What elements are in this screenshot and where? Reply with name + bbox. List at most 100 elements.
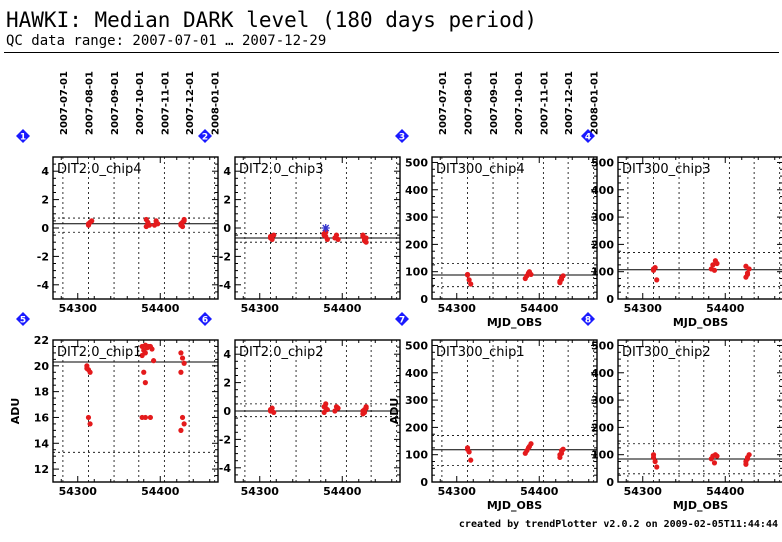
y-tick-label: 500 xyxy=(591,156,614,169)
plot-frame xyxy=(52,339,219,483)
y-tick-label: 100 xyxy=(405,266,428,279)
data-points xyxy=(85,216,187,230)
y-tick-label: 14 xyxy=(34,437,50,450)
date-tick-label: 2007-08-01 xyxy=(463,71,474,135)
y-tick-label: 400 xyxy=(591,184,614,197)
y-tick-label: 300 xyxy=(405,394,428,407)
data-point xyxy=(179,223,186,230)
y-tick-label: 500 xyxy=(405,156,428,169)
date-tick-label: 2007-12-01 xyxy=(185,71,196,135)
x-tick-label: 54400 xyxy=(520,302,559,315)
y-tick-label: 4 xyxy=(223,348,231,361)
y-tick-label: 16 xyxy=(34,411,50,424)
y-tick-label: -4 xyxy=(219,279,232,292)
x-axis-label: MJD_OBS xyxy=(487,316,542,329)
chart-panel-2: -4 -2 0 2 4 54300 54400 DIT2.0_chip3 2 xyxy=(198,129,401,315)
footer-credit: created by trendPlotter v2.0.2 on 2009-0… xyxy=(458,519,778,530)
data-point xyxy=(711,267,718,273)
data-point xyxy=(321,409,327,416)
x-tick-label: 54300 xyxy=(241,485,280,498)
x-tick-label: 54400 xyxy=(520,485,559,498)
x-axis-label: MJD_OBS xyxy=(487,499,542,512)
y-tick-label: -4 xyxy=(37,279,50,292)
data-point xyxy=(360,232,366,238)
data-point xyxy=(654,277,660,283)
data-point xyxy=(464,445,471,451)
y-tick-label: 18 xyxy=(34,386,49,399)
plot-frame xyxy=(234,156,401,300)
panel-title: DIT2.0_chip3 xyxy=(239,162,323,177)
data-point xyxy=(557,452,563,458)
data-point xyxy=(558,275,565,281)
date-tick-label: 2007-12-01 xyxy=(564,71,575,135)
data-point xyxy=(145,221,151,227)
data-point xyxy=(181,421,187,427)
date-tick-label: 2007-09-01 xyxy=(110,71,121,135)
data-points xyxy=(267,401,369,417)
date-tick-label: 2007-07-01 xyxy=(438,71,449,135)
y-tick-label: 2 xyxy=(223,194,231,207)
y-tick-label: 0 xyxy=(420,476,428,489)
data-point xyxy=(558,447,565,454)
y-tick-label: 0 xyxy=(606,476,614,489)
data-point xyxy=(323,229,329,235)
data-points xyxy=(650,452,752,470)
data-point xyxy=(178,427,184,433)
y-tick-label: 4 xyxy=(41,165,49,178)
y-tick-label: 200 xyxy=(405,421,428,434)
y-axis-label: ADU xyxy=(388,398,401,425)
outlier-marker xyxy=(321,224,330,232)
data-point xyxy=(178,369,184,375)
data-point xyxy=(87,421,93,427)
data-point xyxy=(85,414,92,421)
x-axis-label: MJD_OBS xyxy=(673,499,728,512)
data-point xyxy=(142,414,149,421)
data-point xyxy=(323,401,329,407)
y-tick-label: 400 xyxy=(591,367,614,380)
y-tick-label: 22 xyxy=(34,334,49,347)
y-tick-label: 200 xyxy=(591,238,614,251)
x-tick-label: 54400 xyxy=(706,302,745,315)
data-point xyxy=(650,266,657,272)
x-tick-label: 54400 xyxy=(706,485,745,498)
y-tick-label: 0 xyxy=(223,405,231,418)
y-tick-label: -2 xyxy=(219,250,231,263)
panel-number: 1 xyxy=(20,133,26,143)
date-tick-label: 2007-08-01 xyxy=(84,71,95,135)
data-point xyxy=(139,352,145,359)
y-tick-label: -2 xyxy=(219,433,231,446)
data-point xyxy=(181,360,187,366)
page-title: HAWKI: Median DARK level (180 days perio… xyxy=(6,8,538,32)
date-tick-label: 2008-01-01 xyxy=(590,71,601,135)
chart-panel-6: -4 -2 0 2 4 54300 54400 DIT2.0_chip2 6 xyxy=(198,312,401,498)
panel-badge-icon xyxy=(198,129,212,143)
date-tick-label: 2008-01-01 xyxy=(211,71,222,135)
chart-panel-4: 0 100 200 300 400 500 54300 54400 DIT300_chip3 MJ… xyxy=(581,129,782,329)
data-point xyxy=(267,235,274,241)
data-point xyxy=(468,457,474,463)
data-point xyxy=(141,369,147,375)
data-point xyxy=(335,405,341,411)
x-tick-label: 54400 xyxy=(141,485,180,498)
data-point xyxy=(363,239,369,245)
chart-panel-5: 12 14 16 18 20 22 54300 54400 DIT2.0_chip1 ADU 5 xyxy=(9,312,219,498)
panel-title: DIT300_chip2 xyxy=(622,345,711,360)
x-tick-label: 54400 xyxy=(323,485,362,498)
data-point xyxy=(466,277,472,283)
plot-frame xyxy=(617,156,782,300)
data-points xyxy=(464,269,566,287)
date-tick-label: 2007-11-01 xyxy=(539,71,550,135)
panel-number: 2 xyxy=(202,133,208,143)
panel-title: DIT300_chip1 xyxy=(436,345,525,360)
date-tick-label: 2007-09-01 xyxy=(489,71,500,135)
plot-frame xyxy=(617,339,782,483)
data-point xyxy=(528,271,534,278)
data-point xyxy=(149,346,155,352)
data-points xyxy=(650,258,752,283)
date-range-subtitle: QC data range: 2007-07-01 … 2007-12-29 xyxy=(6,33,327,49)
panel-title: DIT300_chip4 xyxy=(436,162,525,177)
y-tick-label: 2 xyxy=(41,194,49,207)
data-point xyxy=(151,358,157,364)
y-tick-label: 100 xyxy=(591,449,614,462)
data-point xyxy=(468,281,474,287)
